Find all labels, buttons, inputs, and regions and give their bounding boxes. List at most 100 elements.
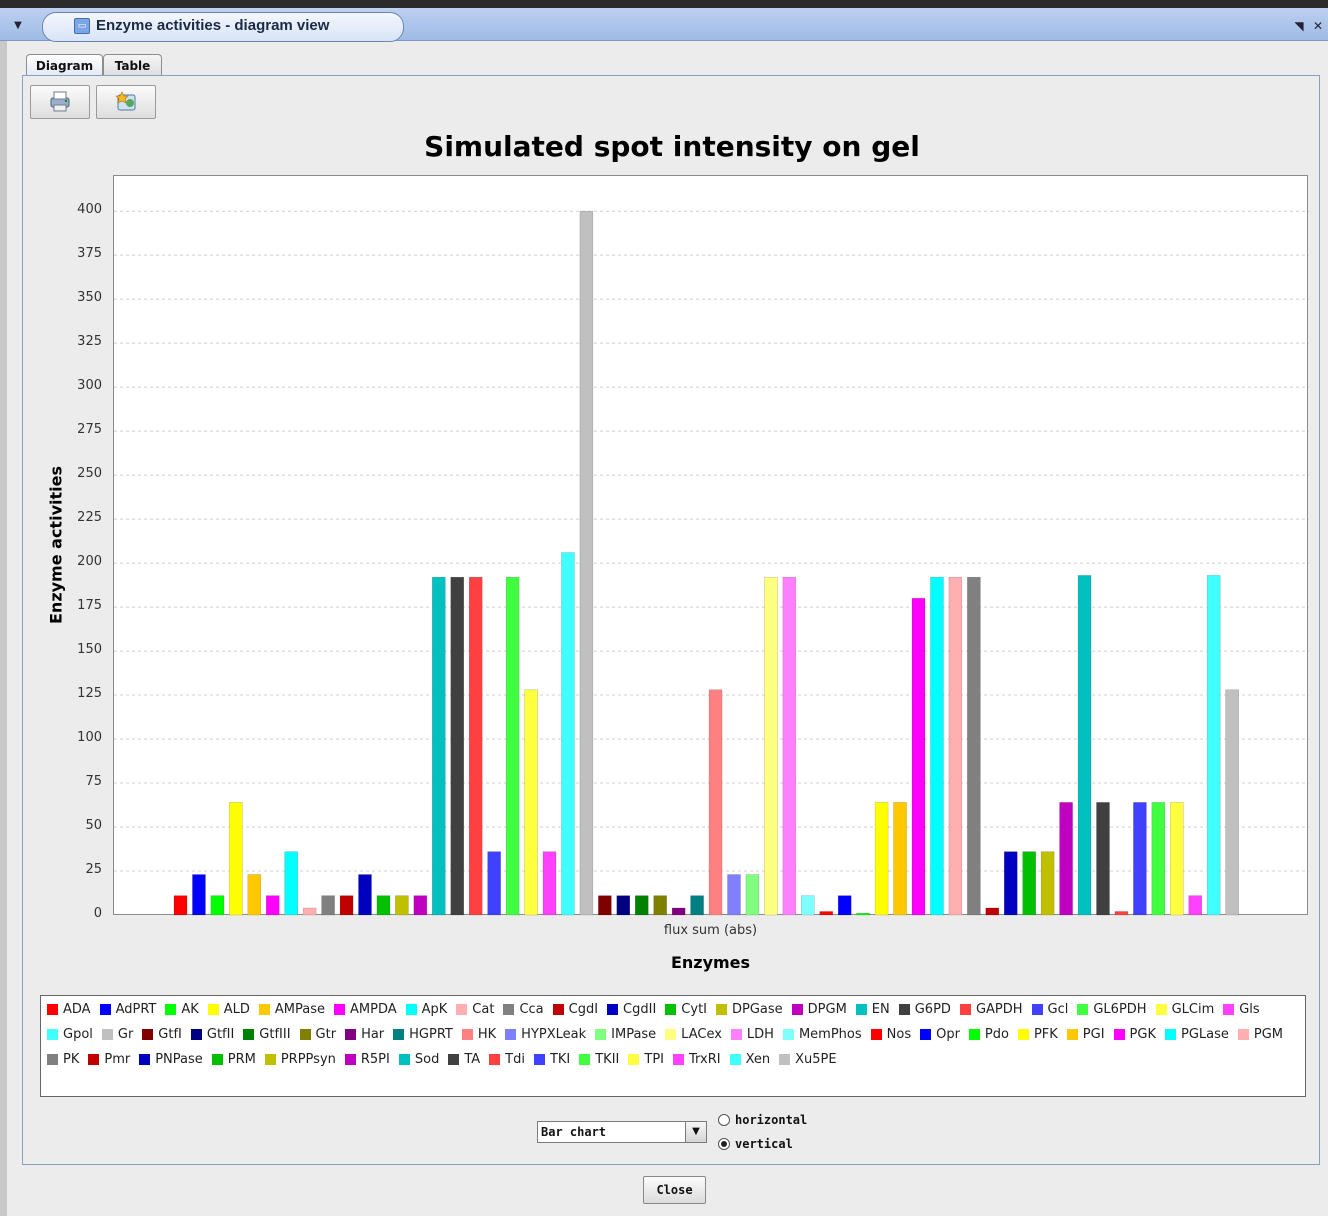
chart-type-select[interactable]: Bar chart ▼: [537, 1121, 707, 1143]
radio-horizontal-indicator[interactable]: [718, 1114, 730, 1126]
legend-label: Pdo: [984, 1026, 1009, 1042]
legend-swatch: [1164, 1028, 1176, 1040]
close-button[interactable]: Close: [643, 1176, 706, 1204]
legend-label: CytI: [681, 1001, 707, 1017]
legend-label: LDH: [746, 1026, 774, 1042]
legend-item: HGPRT: [393, 1025, 453, 1043]
bar-tki: [1133, 802, 1147, 916]
legend-item: AdPRT: [99, 1000, 157, 1018]
bar-glcim: [524, 689, 538, 916]
bar-gapdh: [468, 576, 483, 916]
legend-item: Nos: [870, 1025, 911, 1043]
bar-pk: [967, 576, 981, 916]
bar-gtfi: [598, 895, 612, 916]
legend-label: GL6PDH: [1093, 1001, 1147, 1017]
restore-icon[interactable]: ◥: [1294, 19, 1304, 33]
radio-vertical-indicator[interactable]: [718, 1138, 730, 1150]
bar-cca: [321, 895, 335, 916]
legend-swatch: [448, 1053, 460, 1065]
legend-swatch: [665, 1003, 677, 1015]
y-tick-label: 400: [77, 202, 102, 218]
bar-apk: [284, 851, 298, 916]
legend-swatch: [729, 1053, 741, 1065]
bar-tpi: [1170, 802, 1184, 916]
print-button[interactable]: [30, 85, 90, 119]
legend-label: Cat: [472, 1001, 495, 1017]
legend-swatch: [579, 1053, 591, 1065]
legend-label: ALD: [223, 1001, 250, 1017]
legend-item: PNPase: [139, 1050, 203, 1068]
bar-pglase: [930, 576, 944, 916]
legend-item: Gr: [101, 1025, 134, 1043]
legend-label: PGK: [1129, 1026, 1156, 1042]
legend-swatch: [142, 1028, 154, 1040]
legend-label: AMPase: [274, 1001, 326, 1017]
export-image-button[interactable]: [96, 85, 156, 119]
legend-label: PGI: [1082, 1026, 1105, 1042]
legend-label: ApK: [421, 1001, 448, 1017]
legend-swatch: [898, 1003, 910, 1015]
legend-item: PK: [47, 1050, 79, 1068]
legend-item: GAPDH: [959, 1000, 1023, 1018]
legend-swatch: [211, 1053, 223, 1065]
legend-swatch: [243, 1028, 255, 1040]
legend-swatch: [165, 1003, 177, 1015]
close-icon[interactable]: ✕: [1312, 19, 1324, 33]
bar-cyti: [376, 895, 391, 916]
radio-horizontal[interactable]: horizontal: [718, 1113, 807, 1127]
bar-g6pd: [450, 576, 464, 916]
legend-item: HYPXLeak: [505, 1025, 586, 1043]
bar-gr: [579, 210, 594, 916]
legend-label: R5PI: [360, 1051, 390, 1067]
legend-swatch: [855, 1003, 867, 1015]
bar-gtr: [653, 895, 667, 916]
bar-trxri: [1188, 895, 1202, 916]
chevron-down-icon[interactable]: ▼: [14, 20, 22, 31]
legend-swatch: [607, 1003, 619, 1015]
legend-swatch: [791, 1003, 803, 1015]
x-axis-label: Enzymes: [670, 953, 751, 972]
legend-swatch: [139, 1053, 151, 1065]
legend-swatch: [334, 1003, 346, 1015]
legend-swatch: [595, 1028, 607, 1040]
legend-label: TKI: [549, 1051, 571, 1067]
legend-label: HYPXLeak: [521, 1026, 587, 1042]
legend-label: PFK: [1033, 1026, 1058, 1042]
bar-ada: [173, 895, 188, 916]
legend-label: TrxRI: [688, 1051, 721, 1067]
legend-item: PGK: [1113, 1025, 1156, 1043]
legend-label: DPGM: [807, 1001, 847, 1017]
legend-label: TA: [464, 1051, 481, 1067]
radio-vertical[interactable]: vertical: [718, 1137, 793, 1151]
legend-label: GtfII: [206, 1026, 235, 1042]
legend-item: TKI: [533, 1050, 571, 1068]
legend-swatch: [101, 1028, 113, 1040]
legend-item: AK: [165, 1000, 199, 1018]
window-frame: [0, 41, 7, 1216]
legend-label: AdPRT: [115, 1001, 157, 1017]
legend-swatch: [552, 1003, 564, 1015]
legend-label: MemPhos: [798, 1026, 862, 1042]
legend-label: Gr: [117, 1026, 134, 1042]
legend-swatch: [870, 1028, 882, 1040]
legend-item: ADA: [47, 1000, 91, 1018]
legend-item: PGM: [1237, 1025, 1283, 1043]
tab-table[interactable]: Table: [103, 54, 162, 77]
legend-swatch: [533, 1053, 545, 1065]
legend-label: TPI: [644, 1051, 664, 1067]
bar-gcl: [487, 851, 501, 916]
y-tick-label: 125: [77, 686, 102, 702]
legend-label: GLCim: [1171, 1001, 1215, 1017]
legend-label: GAPDH: [975, 1001, 1023, 1017]
chevron-down-icon[interactable]: ▼: [685, 1122, 706, 1142]
bar-har: [671, 907, 686, 916]
tab-diagram[interactable]: Diagram: [26, 54, 103, 77]
legend-item: LACex: [665, 1025, 722, 1043]
legend-label: Sod: [414, 1051, 440, 1067]
bar-lacex: [764, 576, 778, 916]
legend-item: PGI: [1066, 1025, 1105, 1043]
bar-pdo: [856, 912, 870, 916]
legend-label: PRPPsyn: [280, 1051, 336, 1067]
legend-item: GL6PDH: [1077, 1000, 1147, 1018]
bar-xen: [1206, 575, 1221, 916]
